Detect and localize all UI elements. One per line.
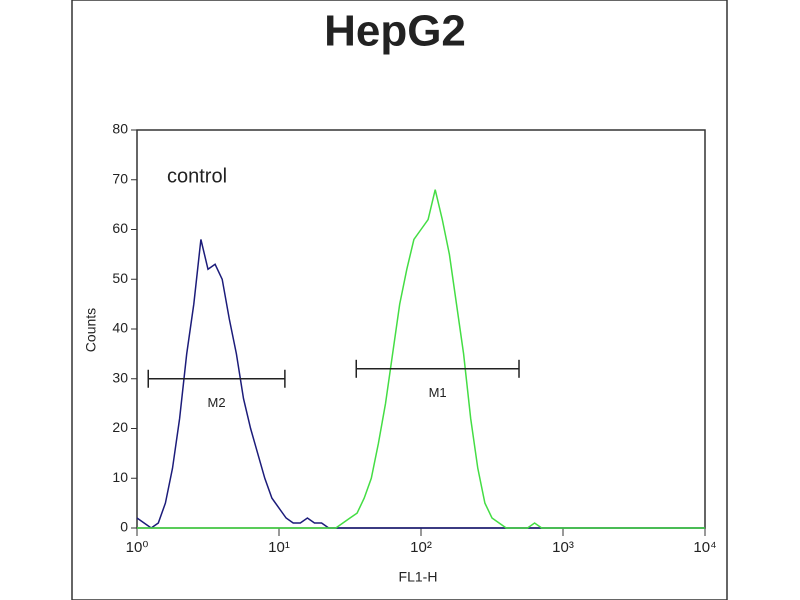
gate-label: M2 [208, 395, 226, 410]
x-tick-label: 10⁰ [126, 539, 149, 556]
frame [71, 0, 728, 600]
annotation: control [167, 165, 227, 187]
plot-area [136, 129, 706, 529]
x-tick-label: 10⁴ [693, 539, 716, 556]
x-tick-label: 10² [410, 539, 432, 556]
histogram-line [136, 239, 705, 529]
y-tick-label: 40 [112, 320, 128, 336]
gate-label: M1 [429, 385, 447, 400]
y-tick-label: 50 [112, 270, 128, 286]
y-axis-label: Counts [83, 308, 99, 352]
x-tick-label: 10¹ [268, 539, 290, 556]
y-tick-label: 80 [112, 121, 128, 137]
x-tick-label: 10³ [552, 539, 574, 556]
histogram-line [137, 189, 705, 529]
y-tick-label: 70 [112, 170, 128, 186]
x-axis-label: FL1-H [399, 569, 438, 585]
y-tick-label: 20 [112, 419, 128, 435]
y-tick-label: 30 [112, 369, 128, 385]
y-tick-label: 0 [120, 519, 128, 535]
chart-title: HepG2 [324, 7, 466, 56]
y-tick-label: 60 [112, 220, 128, 236]
y-tick-label: 10 [112, 469, 128, 485]
